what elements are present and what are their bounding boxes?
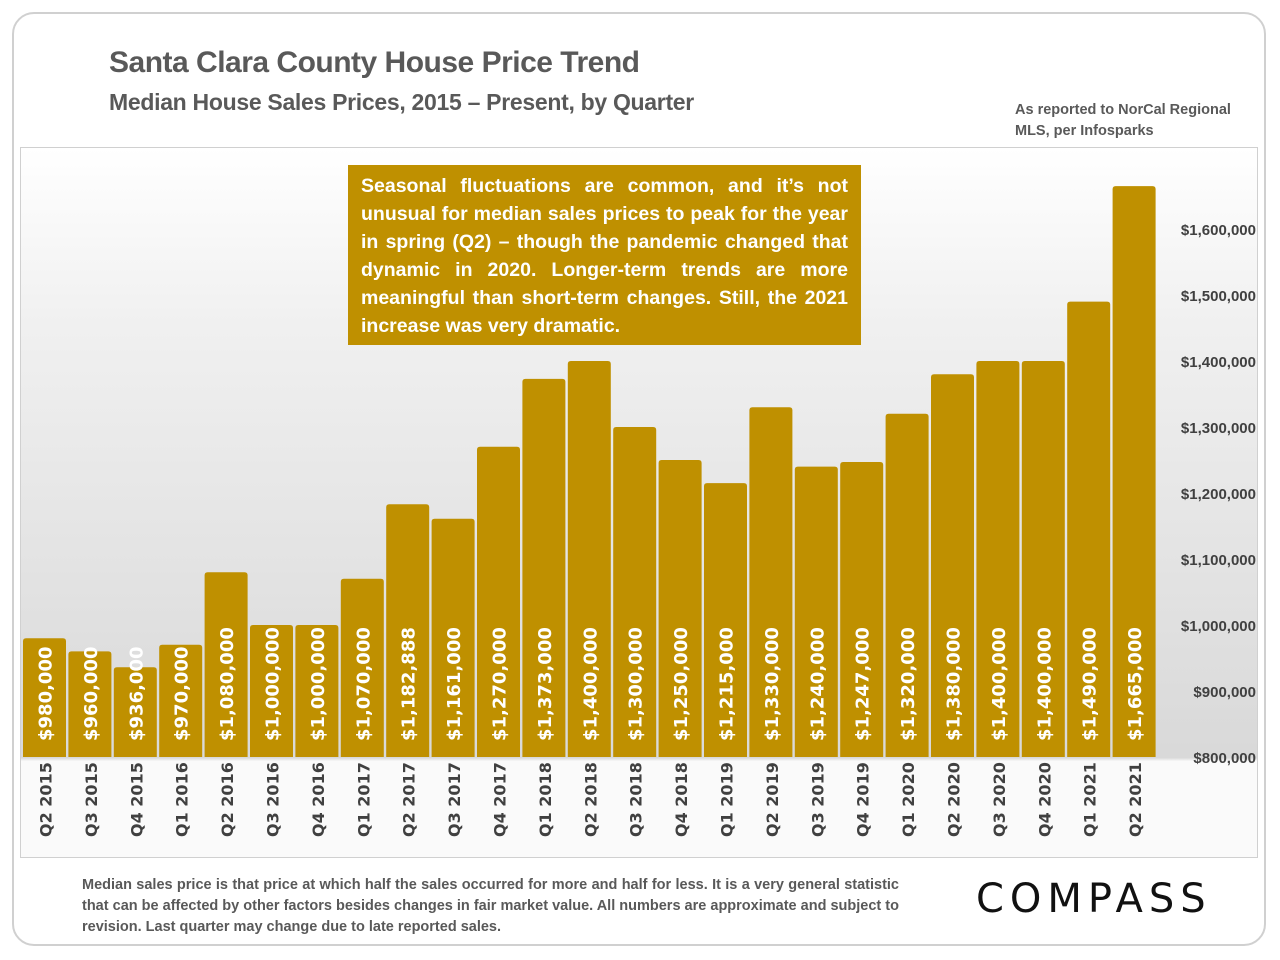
bar <box>23 638 66 757</box>
bar <box>522 378 566 757</box>
x-tick-label: Q3 2017 <box>445 762 464 837</box>
bar-data-label: $980,000 <box>36 646 57 741</box>
x-tick-label: Q1 2018 <box>536 762 555 837</box>
y-tick-label: $1,500,000 <box>1181 288 1256 305</box>
x-tick-label: Q4 2017 <box>491 762 510 837</box>
bar-data-label: $1,215,000 <box>717 627 738 741</box>
x-tick-label: Q2 2016 <box>218 762 237 837</box>
bar <box>431 518 475 757</box>
y-tick-label: $1,000,000 <box>1181 618 1256 635</box>
bar <box>295 625 339 757</box>
x-tick-label: Q2 2021 <box>1126 762 1145 837</box>
y-tick-label: $1,300,000 <box>1181 420 1256 437</box>
bar <box>1112 186 1156 758</box>
bar-data-label: $1,000,000 <box>308 627 329 741</box>
bar <box>749 407 793 757</box>
compass-logo: COMPASS <box>976 876 1212 922</box>
bar <box>794 466 838 757</box>
x-tick-label: Q2 2019 <box>763 762 782 837</box>
x-tick-label: Q4 2015 <box>127 762 146 837</box>
bar <box>113 667 157 757</box>
bar-data-label: $1,400,000 <box>989 627 1010 741</box>
x-tick-label: Q4 2018 <box>672 762 691 837</box>
bar-data-label: $1,490,000 <box>1080 627 1101 741</box>
bar <box>1067 301 1111 757</box>
bar <box>658 460 702 757</box>
bar <box>340 578 384 757</box>
bar-data-label: $1,080,000 <box>217 627 238 741</box>
bar-data-label: $1,250,000 <box>671 627 692 741</box>
bar-data-label: $1,665,000 <box>1125 627 1146 741</box>
bar <box>885 413 929 757</box>
y-tick-label: $1,100,000 <box>1181 552 1256 569</box>
y-tick-label: $900,000 <box>1193 684 1256 701</box>
bar <box>704 483 747 757</box>
bar <box>613 427 657 757</box>
x-tick-label: Q2 2015 <box>37 762 56 837</box>
x-tick-label: Q1 2019 <box>718 762 737 837</box>
x-tick-label: Q3 2015 <box>82 762 101 837</box>
bar <box>1021 361 1065 757</box>
x-tick-label: Q1 2017 <box>354 762 373 837</box>
bar-data-label: $1,247,000 <box>853 627 874 741</box>
bar-data-label: $1,000,000 <box>263 627 284 741</box>
x-tick-label: Q3 2020 <box>990 762 1009 837</box>
bar-data-label: $1,070,000 <box>353 627 374 741</box>
bar-data-label: $1,300,000 <box>626 627 647 741</box>
bar-data-label: $1,400,000 <box>580 627 601 741</box>
y-tick-label: $1,200,000 <box>1181 486 1256 503</box>
chart-subtitle: Median House Sales Prices, 2015 – Presen… <box>109 89 694 115</box>
chart-title: Santa Clara County House Price Trend <box>109 46 640 79</box>
x-tick-label: Q3 2018 <box>627 762 646 837</box>
bar <box>840 461 884 757</box>
bar-data-label: $1,240,000 <box>807 627 828 741</box>
x-tick-label: Q4 2020 <box>1035 762 1054 837</box>
bar-data-label: $960,000 <box>81 646 102 741</box>
bar-data-label: $1,320,000 <box>898 627 919 741</box>
x-tick-label: Q2 2018 <box>581 762 600 837</box>
annotation-box: Seasonal fluctuations are common, and it… <box>348 165 861 345</box>
bar <box>204 572 248 757</box>
bar <box>159 644 203 757</box>
bar-data-label: $1,161,000 <box>444 627 465 741</box>
x-tick-label: Q1 2021 <box>1081 762 1100 837</box>
bar <box>931 374 974 757</box>
bar-data-label: $1,373,000 <box>535 627 556 741</box>
bar-data-label: $1,270,000 <box>490 627 511 741</box>
y-tick-label: $1,600,000 <box>1181 222 1256 239</box>
x-tick-label: Q1 2020 <box>899 762 918 837</box>
x-tick-label: Q1 2016 <box>173 762 192 837</box>
source-note: As reported to NorCal Regional MLS, per … <box>1015 102 1231 139</box>
bar <box>477 446 520 757</box>
bar <box>976 361 1020 757</box>
bar <box>250 625 293 757</box>
bar-data-label: $1,182,888 <box>399 627 420 741</box>
bar-data-label: $1,380,000 <box>944 627 965 741</box>
x-tick-label: Q4 2019 <box>854 762 873 837</box>
x-tick-label: Q4 2016 <box>309 762 328 837</box>
bar <box>567 361 611 757</box>
bar-data-label: $1,330,000 <box>762 627 783 741</box>
bar-data-label: $1,400,000 <box>1034 627 1055 741</box>
footer-disclaimer: Median sales price is that price at whic… <box>82 877 899 935</box>
x-tick-label: Q3 2019 <box>808 762 827 837</box>
x-tick-label: Q3 2016 <box>264 762 283 837</box>
x-tick-label: Q2 2017 <box>400 762 419 837</box>
x-tick-label: Q2 2020 <box>945 762 964 837</box>
bar-data-label: $970,000 <box>172 646 193 741</box>
y-tick-label: $1,400,000 <box>1181 354 1256 371</box>
bar <box>386 504 430 757</box>
bar <box>68 651 112 757</box>
y-tick-label: $800,000 <box>1193 750 1256 767</box>
bar-data-label: $936,000 <box>126 646 147 741</box>
